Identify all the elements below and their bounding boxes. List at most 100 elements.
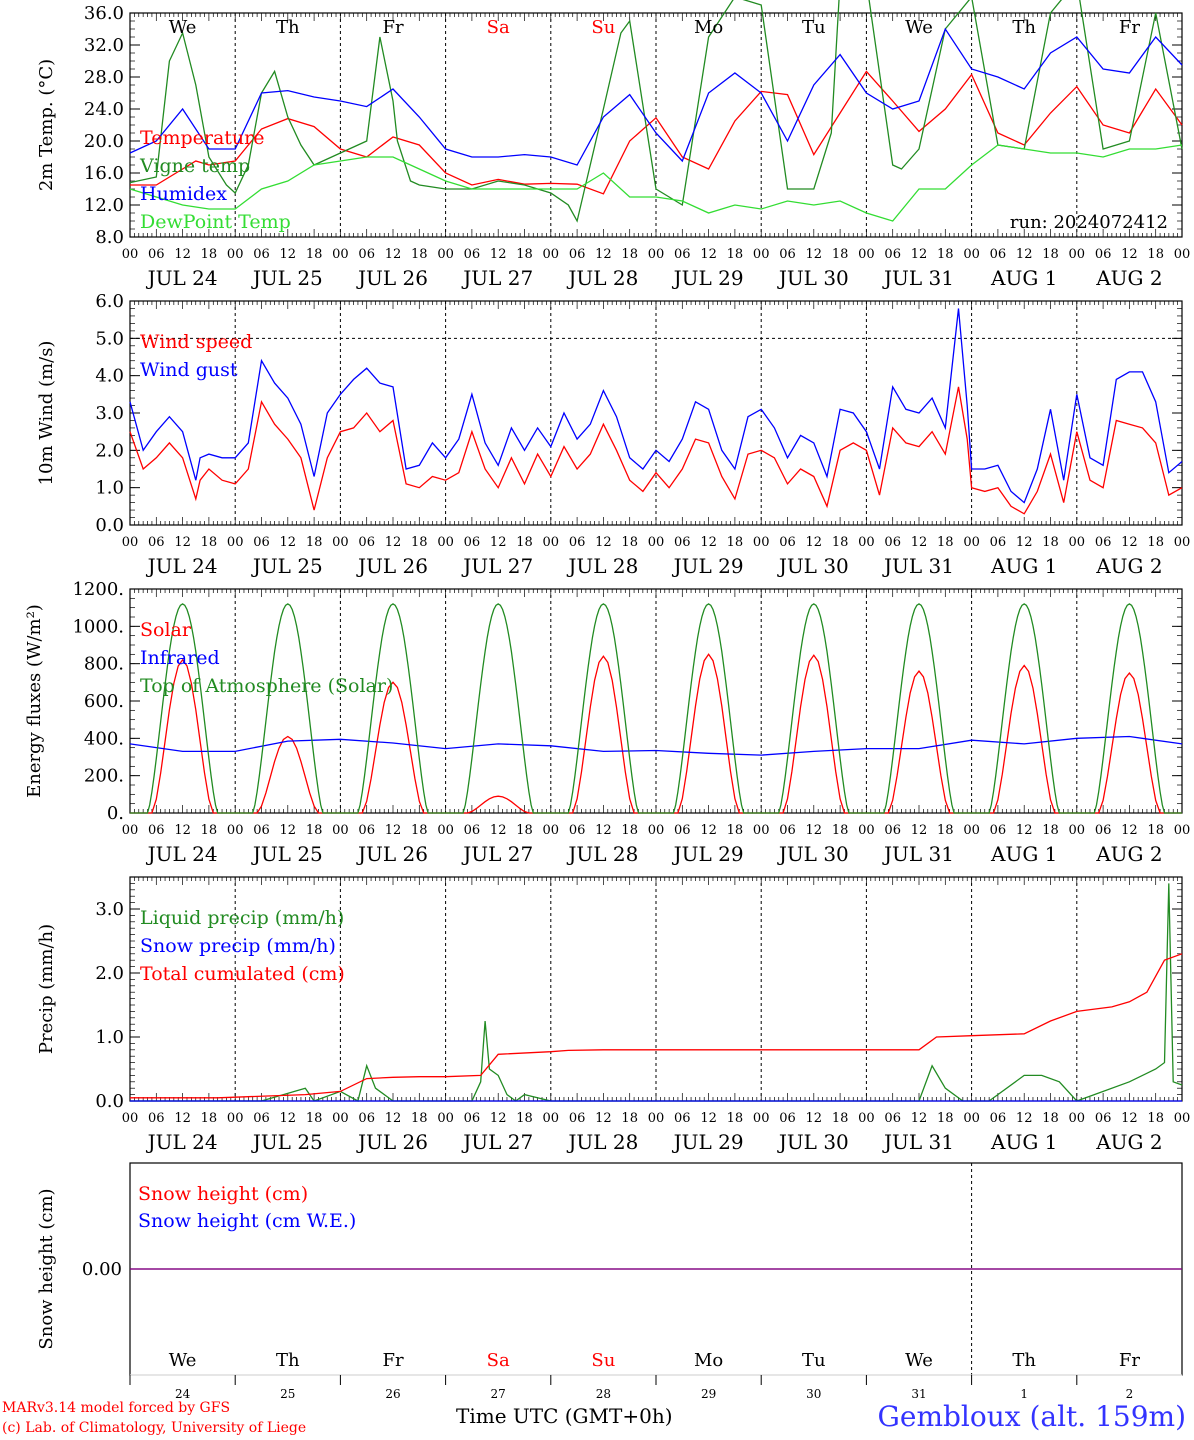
hour-label: 06	[990, 535, 1007, 550]
date-label: JUL 26	[356, 266, 428, 290]
run-label: run: 2024072412	[1010, 212, 1168, 233]
legend-entry: Snow height (cm)	[138, 1183, 308, 1205]
hour-label: 18	[1147, 535, 1164, 550]
y-tick-label: 0.0	[95, 515, 124, 536]
hour-label: 12	[1121, 1111, 1138, 1126]
panel-2	[129, 300, 1183, 526]
date-label: JUL 27	[461, 842, 533, 866]
date-label: JUL 31	[882, 266, 954, 290]
hour-label: 00	[332, 535, 349, 550]
hour-label: 06	[674, 247, 691, 262]
date-label: JUL 31	[882, 554, 954, 578]
legend-entry: Solar	[140, 619, 192, 641]
weekday-label: Th	[1012, 1350, 1036, 1371]
y-tick-label: 1.0	[95, 478, 124, 499]
weekday-label: We	[905, 17, 933, 38]
hour-label: 18	[411, 823, 428, 838]
hour-label: 00	[122, 247, 139, 262]
hour-label: 00	[963, 535, 980, 550]
hour-label: 18	[727, 823, 744, 838]
hour-label: 18	[201, 1111, 218, 1126]
y-tick-label: 36.0	[84, 3, 124, 24]
hour-label: 12	[1121, 247, 1138, 262]
hour-label: 06	[884, 247, 901, 262]
hour-label: 18	[411, 1111, 428, 1126]
hour-label: 00	[1174, 823, 1191, 838]
y-tick-label: 200.	[84, 766, 124, 787]
y-tick-label: 1200.	[72, 579, 124, 600]
hour-label: 06	[674, 535, 691, 550]
hour-label: 12	[1121, 823, 1138, 838]
hour-label: 18	[516, 247, 533, 262]
hour-label: 12	[280, 823, 297, 838]
y-tick-label: 0.	[107, 803, 124, 824]
date-label: JUL 28	[566, 554, 638, 578]
hour-label: 00	[227, 247, 244, 262]
hour-label: 00	[753, 823, 770, 838]
hour-label: 18	[306, 535, 323, 550]
series-line-infrared	[129, 735, 1183, 756]
y-axis-title: Energy fluxes (W/m²)	[24, 604, 45, 798]
hour-label: 12	[174, 1111, 191, 1126]
y-tick-label: 1.0	[95, 1027, 124, 1048]
y-tick-label: 24.0	[84, 99, 124, 120]
date-label: JUL 27	[461, 554, 533, 578]
date-label: AUG 2	[1095, 266, 1162, 290]
hour-label: 00	[543, 247, 560, 262]
legend-entry: Wind gust	[140, 359, 238, 381]
lab-credit: (c) Lab. of Climatology, University of L…	[2, 1420, 307, 1436]
hour-label: 18	[832, 535, 849, 550]
day-number-label: 30	[806, 1387, 821, 1401]
legend-entry: Humidex	[140, 183, 227, 205]
weekday-label: Mo	[694, 17, 723, 38]
hour-label: 12	[700, 535, 717, 550]
hour-label: 18	[937, 1111, 954, 1126]
hour-label: 06	[358, 247, 375, 262]
hour-label: 00	[648, 535, 665, 550]
hour-label: 18	[832, 1111, 849, 1126]
hour-label: 18	[516, 823, 533, 838]
hour-label: 06	[358, 1111, 375, 1126]
y-tick-label: 2.0	[95, 963, 124, 984]
hour-label: 18	[306, 823, 323, 838]
date-label: AUG 2	[1095, 554, 1162, 578]
hour-label: 00	[963, 1111, 980, 1126]
y-tick-label: 3.0	[95, 899, 124, 920]
legend-entry: Temperature	[140, 127, 264, 149]
hour-label: 06	[148, 1111, 165, 1126]
day-number-label: 26	[385, 1387, 400, 1401]
date-label: JUL 26	[356, 1130, 428, 1154]
hour-label: 00	[858, 535, 875, 550]
date-label: JUL 28	[566, 266, 638, 290]
day-number-label: 2	[1126, 1387, 1134, 1401]
hour-label: 06	[464, 535, 481, 550]
x-axis-title: Time UTC (GMT+0h)	[456, 1404, 673, 1428]
hour-label: 12	[280, 247, 297, 262]
series-line-wind-gust	[129, 308, 1183, 504]
panel-5	[129, 1162, 1183, 1385]
hour-label: 06	[253, 1111, 270, 1126]
hour-label: 18	[937, 535, 954, 550]
weekday-label: Th	[276, 1350, 300, 1371]
weekday-label: Mo	[694, 1350, 723, 1371]
y-tick-label: 3.0	[95, 403, 124, 424]
hour-label: 00	[122, 535, 139, 550]
date-label: JUL 24	[146, 266, 218, 290]
date-label: JUL 25	[251, 1130, 323, 1154]
hour-label: 06	[779, 535, 796, 550]
weekday-label: Th	[1012, 17, 1036, 38]
y-axis-title: Precip (mm/h)	[36, 924, 57, 1054]
series-line-top-of-atmosphere-solar-	[130, 603, 1182, 814]
day-number-label: 25	[280, 1387, 295, 1401]
date-label: JUL 31	[882, 842, 954, 866]
series-line-temperature	[130, 70, 1183, 195]
hour-label: 12	[911, 1111, 928, 1126]
hour-label: 06	[148, 823, 165, 838]
hour-label: 06	[464, 823, 481, 838]
date-label: JUL 24	[146, 554, 218, 578]
hour-label: 06	[674, 1111, 691, 1126]
weekday-label: Th	[276, 17, 300, 38]
hour-label: 12	[385, 535, 402, 550]
date-label: JUL 31	[882, 1130, 954, 1154]
date-label: JUL 30	[777, 842, 849, 866]
